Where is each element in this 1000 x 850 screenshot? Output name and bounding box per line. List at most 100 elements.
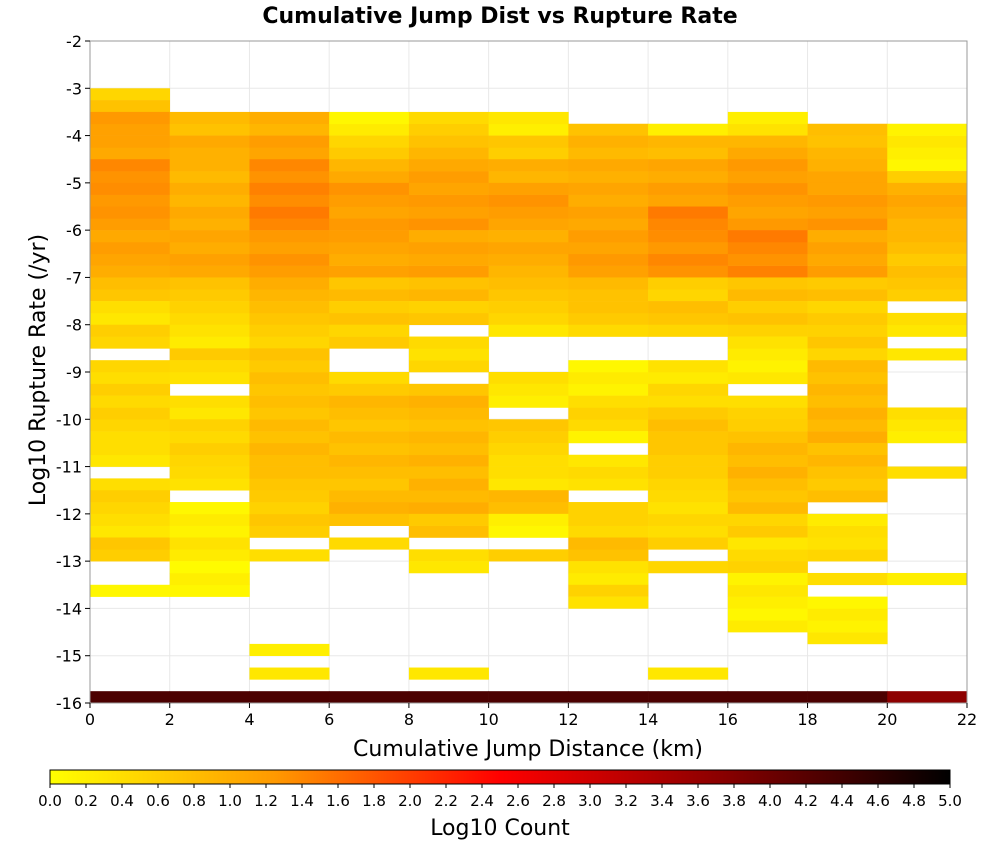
heatmap-cell — [329, 513, 410, 526]
heatmap-cell — [807, 194, 888, 207]
heatmap-cell — [249, 454, 330, 467]
heatmap-cell — [249, 147, 330, 160]
heatmap-cell — [568, 372, 649, 385]
heatmap-cell — [249, 301, 330, 314]
heatmap-cell — [408, 159, 489, 172]
y-tick-label: -16 — [56, 694, 82, 713]
heatmap-cell — [488, 218, 569, 231]
heatmap-cell — [807, 419, 888, 432]
x-tick-label: 2 — [165, 710, 175, 729]
heatmap-cell — [887, 171, 968, 184]
heatmap-cell — [807, 241, 888, 255]
heatmap-cell — [648, 360, 729, 373]
heatmap-cell — [887, 159, 968, 172]
colorbar-tick-label: 3.2 — [614, 792, 638, 810]
x-tick-label: 22 — [957, 710, 977, 729]
heatmap-cell — [887, 135, 968, 148]
heatmap-cell — [807, 277, 888, 290]
heatmap-cell — [807, 632, 888, 645]
heatmap-cell — [169, 301, 250, 314]
heatmap-cell — [568, 584, 649, 597]
heatmap-cell — [169, 289, 250, 302]
heatmap-cell — [249, 549, 330, 562]
heatmap-cell — [648, 241, 729, 255]
heatmap-cell — [568, 194, 649, 207]
heatmap-cell — [568, 419, 649, 432]
heatmap-cell — [488, 159, 569, 172]
heatmap-cell — [568, 431, 649, 444]
heatmap-cell — [90, 289, 171, 302]
heatmap-cell — [568, 513, 649, 526]
heatmap-cell — [648, 407, 729, 420]
x-tick-label: 0 — [85, 710, 95, 729]
heatmap-cell — [887, 348, 968, 361]
heatmap-cell — [568, 135, 649, 148]
heatmap-cell — [488, 383, 569, 396]
heatmap-cell — [648, 490, 729, 503]
heatmap-cell — [169, 502, 250, 515]
heatmap-cell — [169, 513, 250, 526]
heatmap-cell — [807, 608, 888, 621]
heatmap-cell — [329, 407, 410, 420]
x-tick-label: 14 — [638, 710, 658, 729]
colorbar-tick-label: 1.2 — [254, 792, 278, 810]
heatmap-cell — [727, 395, 808, 408]
heatmap-cell — [727, 206, 808, 219]
heatmap-cell — [807, 596, 888, 609]
heatmap-cell — [727, 478, 808, 491]
heatmap-cell — [408, 123, 489, 136]
heatmap-cell — [329, 194, 410, 207]
heatmap-cell — [488, 490, 569, 503]
colorbar-tick-label: 0.8 — [182, 792, 206, 810]
heatmap-cell — [648, 442, 729, 456]
heatmap-cell — [727, 253, 808, 266]
heatmap-cell — [807, 513, 888, 526]
heatmap-cell — [408, 360, 489, 373]
heatmap-cell — [90, 135, 171, 148]
heatmap-cell — [169, 312, 250, 326]
heatmap-cell — [90, 218, 171, 231]
heatmap-cell — [169, 395, 250, 408]
heatmap-cell — [408, 525, 489, 538]
x-tick-label: 8 — [404, 710, 414, 729]
colorbar-tick-label: 5.0 — [938, 792, 962, 810]
heatmap-cell — [90, 336, 171, 349]
colorbar-tick-label: 3.6 — [686, 792, 710, 810]
heatmap-cell — [408, 111, 489, 125]
heatmap-cell — [408, 135, 489, 148]
heatmap-cell — [90, 502, 171, 515]
colorbar-tick-label: 2.4 — [470, 792, 494, 810]
heatmap-cell — [807, 572, 888, 586]
heatmap-cell — [329, 241, 410, 255]
heatmap-cell — [169, 265, 250, 278]
x-tick-label: 16 — [718, 710, 738, 729]
heatmap-cell — [169, 111, 250, 125]
heatmap-cell — [90, 407, 171, 420]
heatmap-cell — [329, 159, 410, 172]
heatmap-cell — [90, 182, 171, 195]
y-tick-label: -6 — [66, 221, 82, 240]
heatmap-cell — [90, 383, 171, 396]
heatmap-cell — [488, 395, 569, 408]
y-tick-label: -15 — [56, 647, 82, 666]
heatmap-cell — [488, 419, 569, 432]
heatmap-cell — [249, 348, 330, 361]
heatmap-cell — [727, 466, 808, 479]
heatmap-cell — [887, 253, 968, 266]
heatmap-cell — [807, 478, 888, 491]
heatmap-cell — [648, 182, 729, 195]
colorbar-tick-label: 0.6 — [146, 792, 170, 810]
heatmap-cell — [488, 431, 569, 444]
heatmap-cell — [169, 454, 250, 467]
colorbar-tick-label: 3.0 — [578, 792, 602, 810]
heatmap-cell — [249, 277, 330, 290]
heatmap-cell — [648, 171, 729, 184]
heatmap-cell — [568, 147, 649, 160]
heatmap-cell — [807, 525, 888, 538]
colorbar-tick-label: 4.0 — [758, 792, 782, 810]
heatmap-cell — [90, 431, 171, 444]
heatmap-cell — [727, 194, 808, 207]
heatmap-cell — [568, 289, 649, 302]
heatmap-cell — [249, 466, 330, 479]
heatmap-cell — [249, 289, 330, 302]
